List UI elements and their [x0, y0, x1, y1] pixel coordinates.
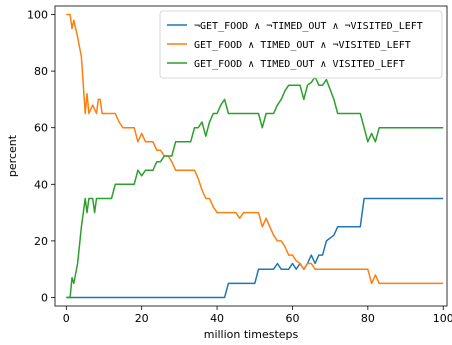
y-tick-label: 100	[27, 8, 48, 21]
x-tick-label: 40	[210, 312, 224, 325]
axis-ticks: 0 20 40 60 80 100 0 20 40 60 80 100	[27, 8, 452, 325]
y-tick-label: 80	[34, 65, 48, 78]
x-tick-label: 60	[285, 312, 299, 325]
legend-label: GET_FOOD ∧ TIMED_OUT ∧ ¬VISITED_LEFT	[194, 40, 411, 51]
series-line-2	[66, 13, 444, 285]
legend: ¬GET_FOOD ∧ ¬TIMED_OUT ∧ ¬VISITED_LEFT GE…	[159, 10, 443, 79]
series-line-3	[66, 76, 444, 299]
y-tick-label: 40	[34, 178, 48, 191]
legend-label: ¬GET_FOOD ∧ ¬TIMED_OUT ∧ ¬VISITED_LEFT	[194, 21, 423, 32]
x-axis-label: million timesteps	[204, 328, 299, 341]
y-tick-label: 60	[34, 122, 48, 135]
y-axis-label: percent	[6, 134, 19, 177]
y-tick-label: 0	[41, 292, 48, 305]
series-layer	[66, 13, 444, 299]
y-tick-label: 20	[34, 235, 48, 248]
legend-box	[159, 10, 443, 79]
x-tick-label: 20	[135, 312, 149, 325]
x-tick-label: 0	[63, 312, 70, 325]
x-tick-label: 80	[361, 312, 375, 325]
x-tick-label: 100	[433, 312, 452, 325]
legend-label: GET_FOOD ∧ TIMED_OUT ∧ VISITED_LEFT	[194, 59, 405, 70]
plot-frame	[54, 5, 448, 307]
